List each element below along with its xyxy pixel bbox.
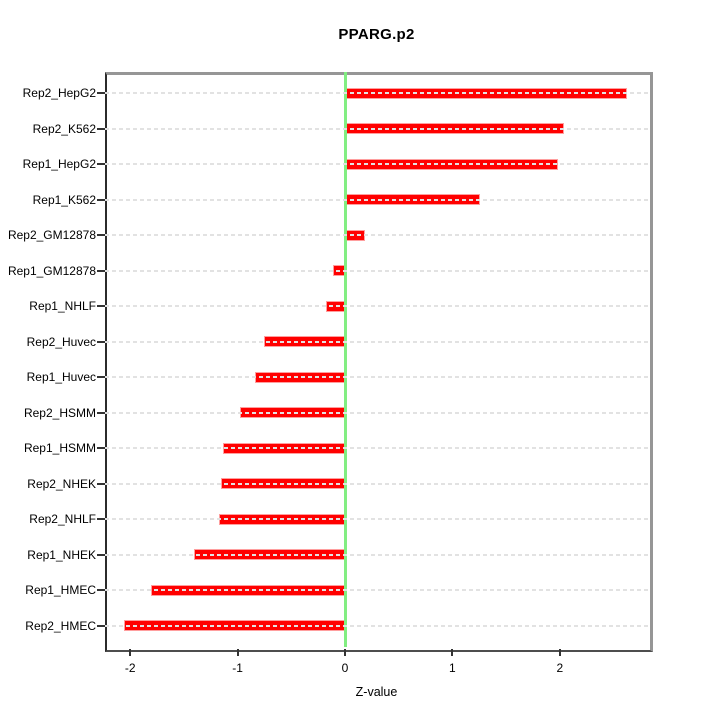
gridline [105, 163, 648, 166]
y-axis-tick [97, 198, 105, 201]
gridline [105, 411, 648, 414]
y-axis-category-label: Rep1_HMEC [25, 583, 96, 598]
y-axis-category-label: Rep2_HMEC [25, 618, 96, 633]
y-axis-tick [97, 340, 105, 343]
y-axis-tick [97, 163, 105, 166]
x-axis-tick [236, 649, 239, 656]
y-axis-tick [97, 518, 105, 521]
gridline [105, 269, 648, 272]
gridline [105, 92, 648, 95]
y-axis-tick [97, 553, 105, 556]
y-axis-tick [97, 376, 105, 379]
y-axis-tick [97, 482, 105, 485]
y-axis-category-label: Rep1_K562 [32, 192, 96, 207]
gridline [105, 376, 648, 379]
x-axis-label: Z-value [355, 685, 398, 699]
gridline [105, 482, 648, 485]
y-axis-category-label: Rep2_GM12878 [7, 228, 96, 243]
gridline [105, 589, 648, 592]
gridline [105, 340, 648, 343]
y-axis-category-label: Rep1_NHLF [29, 299, 96, 314]
x-axis-tick [451, 649, 454, 656]
chart-title: PPARG.p2 [338, 26, 415, 43]
y-axis-tick [97, 411, 105, 414]
x-axis-tick [129, 649, 132, 656]
gridline [105, 305, 648, 308]
zero-reference-line [343, 72, 347, 647]
y-axis-category-label: Rep2_NHEK [27, 476, 96, 491]
gridline [105, 518, 648, 521]
y-axis-tick [97, 234, 105, 237]
y-axis-category-label: Rep1_GM12878 [7, 263, 96, 278]
x-axis-tick-label: 0 [341, 661, 349, 675]
gridline [105, 198, 648, 201]
x-axis-tick-label: 1 [449, 661, 456, 675]
y-axis-category-label: Rep2_NHLF [29, 512, 96, 527]
x-axis-tick-label: -2 [124, 661, 136, 675]
y-axis-tick [97, 624, 105, 627]
x-axis-tick [558, 649, 561, 656]
gridline [105, 234, 648, 237]
y-axis-category-label: Rep2_K562 [32, 121, 96, 136]
gridline [105, 447, 648, 450]
x-axis-tick [344, 649, 346, 656]
y-axis-category-label: Rep2_HepG2 [22, 86, 96, 101]
y-axis-tick [97, 589, 105, 592]
y-axis-category-label: Rep1_Huvec [26, 370, 96, 385]
x-axis-tick-label: 2 [556, 661, 564, 675]
y-axis-tick [97, 269, 105, 272]
y-axis-category-label: Rep2_Huvec [26, 334, 96, 349]
y-axis-tick [97, 305, 105, 308]
gridline [105, 624, 648, 627]
y-axis-category-label: Rep2_HSMM [23, 405, 96, 420]
y-axis-tick [97, 447, 105, 450]
x-axis-tick-label: -1 [232, 661, 243, 675]
y-axis-category-label: Rep1_HSMM [23, 441, 96, 456]
y-axis-tick [97, 127, 105, 130]
y-axis-category-label: Rep1_HepG2 [22, 157, 96, 172]
gridline [105, 553, 648, 556]
y-axis-category-label: Rep1_NHEK [27, 547, 96, 562]
y-axis-tick [97, 92, 105, 95]
gridline [105, 127, 648, 130]
